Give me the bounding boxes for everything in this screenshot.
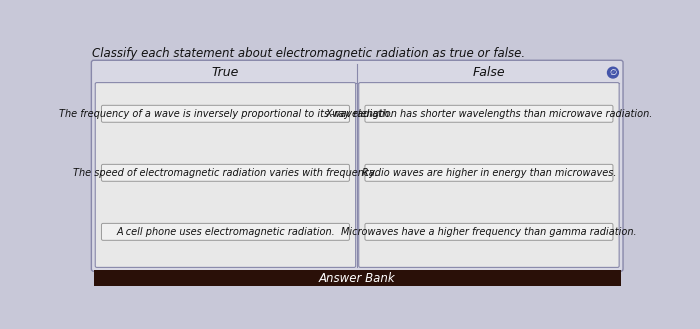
FancyBboxPatch shape xyxy=(95,83,356,267)
Text: The speed of electromagnetic radiation varies with frequency.: The speed of electromagnetic radiation v… xyxy=(74,168,377,178)
Bar xyxy=(94,270,621,286)
FancyBboxPatch shape xyxy=(365,223,613,240)
Text: ∅: ∅ xyxy=(609,68,617,77)
Text: Microwaves have a higher frequency than gamma radiation.: Microwaves have a higher frequency than … xyxy=(341,227,637,237)
FancyBboxPatch shape xyxy=(365,105,613,122)
FancyBboxPatch shape xyxy=(92,60,623,271)
Text: Radio waves are higher in energy than microwaves.: Radio waves are higher in energy than mi… xyxy=(362,168,616,178)
Text: The frequency of a wave is inversely proportional to its wavelength.: The frequency of a wave is inversely pro… xyxy=(59,109,392,119)
FancyBboxPatch shape xyxy=(102,164,349,181)
Text: Classify each statement about electromagnetic radiation as true or false.: Classify each statement about electromag… xyxy=(92,47,525,60)
Text: True: True xyxy=(212,66,239,79)
Text: X-ray radiation has shorter wavelengths than microwave radiation.: X-ray radiation has shorter wavelengths … xyxy=(326,109,652,119)
FancyBboxPatch shape xyxy=(102,223,349,240)
FancyBboxPatch shape xyxy=(102,105,349,122)
Text: A cell phone uses electromagnetic radiation.: A cell phone uses electromagnetic radiat… xyxy=(116,227,335,237)
Text: False: False xyxy=(473,66,505,79)
FancyBboxPatch shape xyxy=(365,164,613,181)
FancyBboxPatch shape xyxy=(358,83,619,267)
Text: Answer Bank: Answer Bank xyxy=(319,272,395,285)
Circle shape xyxy=(608,67,618,78)
